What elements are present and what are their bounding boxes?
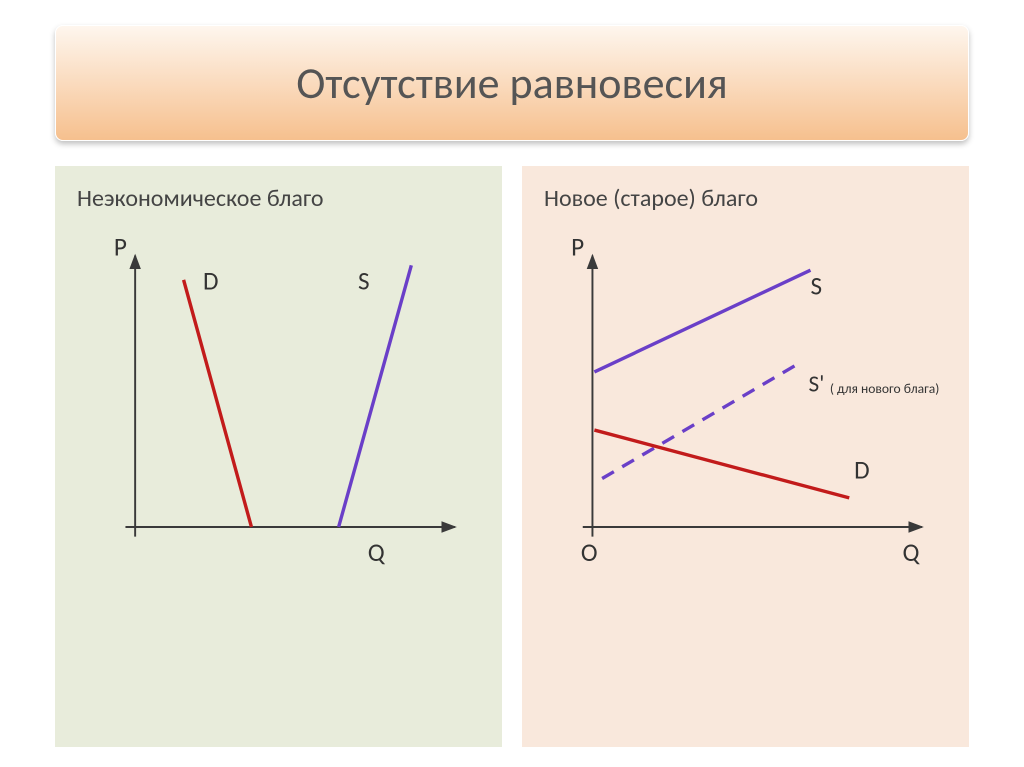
chart-left-svg: P D S Q (77, 221, 484, 581)
chart-label: S (358, 266, 370, 297)
chart-left: P D S Q (77, 221, 484, 581)
panel-right-title: Новое (старое) благо (544, 184, 951, 213)
chart-line-S (339, 265, 412, 527)
chart-label: D (203, 266, 219, 297)
page-title: Отсутствие равновесия (76, 56, 948, 110)
chart-line-D (184, 280, 252, 527)
chart-label: ( для нового блага) (830, 380, 940, 397)
chart-label: D (854, 455, 870, 486)
chart-label: S (810, 270, 822, 301)
title-banner: Отсутствие равновесия (55, 25, 969, 141)
chart-label: Q (903, 537, 921, 568)
panel-right: Новое (старое) благо P S S' ( для нового бл… (522, 166, 969, 747)
chart-label: P (114, 232, 127, 263)
chart-label: S' (809, 370, 825, 398)
panel-left: Неэкономическое благо P D S Q (55, 166, 502, 747)
chart-line-D (594, 430, 849, 498)
panels-row: Неэкономическое благо P D S Q Новое (старое… (20, 166, 1004, 747)
chart-label: Q (368, 537, 386, 568)
chart-line-S (594, 270, 810, 372)
chart-right-svg: P S S' ( для нового блага) D O Q (544, 221, 951, 581)
panel-left-title: Неэкономическое благо (77, 184, 484, 213)
chart-label: O (581, 537, 598, 568)
chart-line-S' (602, 362, 801, 478)
chart-right: P S S' ( для нового блага) D O Q (544, 221, 951, 581)
chart-label: P (571, 232, 584, 263)
